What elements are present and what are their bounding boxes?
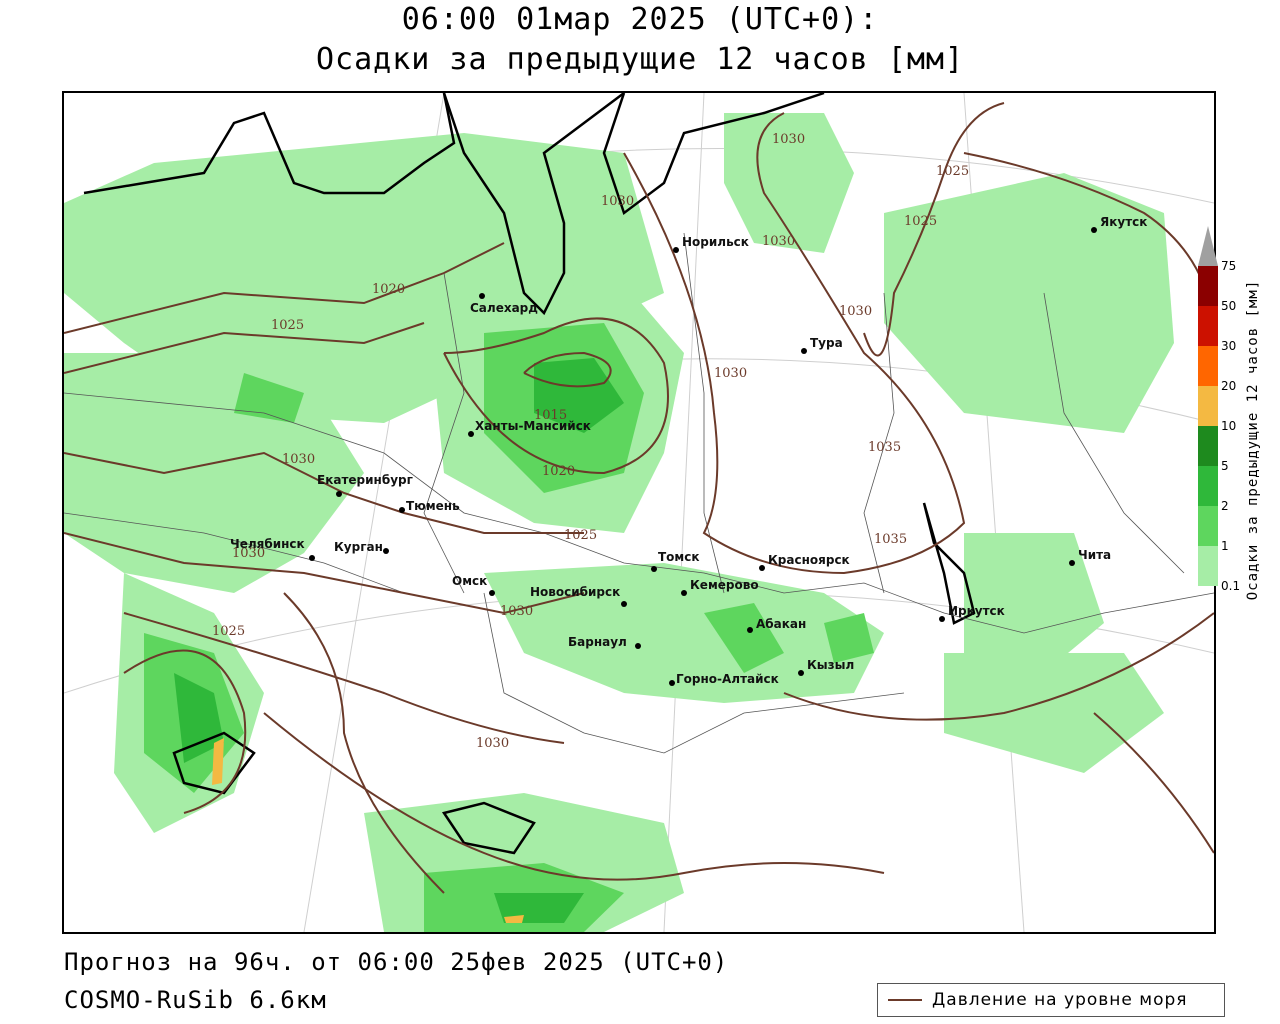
colorbar-tick-label: 0.1 [1221,579,1241,593]
isobar-value-label: 1025 [904,214,937,229]
city-dot [635,643,641,649]
city-dot [939,616,945,622]
city-dot [747,627,753,633]
isobar-value-label: 1030 [714,366,747,381]
city-label: Кызыл [807,658,854,672]
precipitation-heavy [174,358,624,923]
city-label: Якутск [1100,215,1147,229]
city-dot [651,566,657,572]
isobar-labels: 1030 1025 1025 1030 1030 1030 1020 1025 1030 1035… [212,132,969,751]
pressure-legend-swatch [888,999,922,1001]
precipitation-colorbar [1198,226,1218,586]
forecast-info: Прогноз на 96ч. от 06:00 25фев 2025 (UTC… [64,948,729,976]
city-dot [801,348,807,354]
isobar-value-label: 1020 [542,464,575,479]
city-dot [383,548,389,554]
colorbar-segment [1198,226,1218,266]
colorbar-tick-label: 2 [1221,499,1229,513]
city-dot [681,590,687,596]
city-markers: Норильск Якутск Салехард Тура Ханты-Мансийск… [230,215,1147,686]
colorbar-segment [1198,506,1218,546]
colorbar-segment [1198,386,1218,426]
precipitation-intense [212,738,524,923]
city-label: Горно-Алтайск [676,672,779,686]
region-borders [64,232,1214,754]
colorbar-tick-label: 75 [1221,259,1237,273]
city-label: Тюмень [406,499,460,513]
city-label: Норильск [682,235,749,249]
model-info: COSMO-RuSib 6.6км [64,986,327,1014]
colorbar-tick-label: 10 [1221,419,1237,433]
colorbar-segment [1198,306,1218,346]
city-label: Омск [452,574,487,588]
precipitation-map: 1030 1025 1025 1030 1030 1030 1020 1025 1030 1035… [62,91,1216,934]
isobar-value-label: 1025 [212,624,245,639]
city-label: Челябинск [230,537,305,551]
city-dot [759,565,765,571]
city-dot [468,431,474,437]
colorbar-segment [1198,426,1218,466]
city-dot [1091,227,1097,233]
colorbar-tick-label: 5 [1221,459,1229,473]
pressure-legend: Давление на уровне моря [877,983,1225,1017]
colorbar-segment [1198,546,1218,586]
city-label: Чита [1078,548,1111,562]
isobar-value-label: 1030 [839,304,872,319]
city-label: Барнаул [568,635,627,649]
isobar-value-label: 1030 [601,194,634,209]
city-dot [489,590,495,596]
isobar-value-label: 1015 [534,408,567,423]
city-label: Кемерово [690,578,759,592]
city-label: Курган [334,540,383,554]
precipitation-light [64,113,1174,932]
coastline [83,93,976,855]
colorbar-tick-label: 20 [1221,379,1237,393]
city-label: Екатеринбург [317,473,413,487]
isobar-value-label: 1025 [564,528,597,543]
isobar-value-label: 1035 [874,532,907,547]
city-label: Тура [810,336,843,350]
city-label: Новосибирск [530,585,620,599]
map-canvas: 1030 1025 1025 1030 1030 1030 1020 1025 1030 1035… [64,93,1214,932]
colorbar-tick-label: 30 [1221,339,1237,353]
colorbar-segment [1198,266,1218,306]
city-dot [1069,560,1075,566]
isobar-value-label: 1030 [500,604,533,619]
city-dot [309,555,315,561]
isobar-value-label: 1025 [271,318,304,333]
isobar-value-label: 1035 [868,440,901,455]
colorbar-tick-label: 50 [1221,299,1237,313]
city-dot [798,670,804,676]
isobar-value-label: 1030 [476,736,509,751]
isobar-value-label: 1030 [772,132,805,147]
pressure-legend-label: Давление на уровне моря [932,990,1188,1010]
city-dot [336,491,342,497]
isobar-value-label: 1025 [936,164,969,179]
colorbar-title: Осадки за предыдущие 12 часов [мм] [1245,279,1261,601]
colorbar-tick-label: 1 [1221,539,1229,553]
city-dot [669,680,675,686]
city-label: Красноярск [768,553,850,567]
map-subtitle: Осадки за предыдущие 12 часов [мм] [315,42,965,77]
city-label: Абакан [756,617,806,631]
isobar-value-label: 1030 [282,452,315,467]
city-label: Ханты-Мансийск [475,419,591,433]
isobar-value-label: 1030 [762,234,795,249]
city-dot [673,247,679,253]
map-title: 06:00 01мар 2025 (UTC+0): [401,2,879,37]
city-dot [621,601,627,607]
city-label: Салехард [470,301,538,315]
city-label: Томск [658,550,700,564]
city-dot [479,293,485,299]
colorbar-segment [1198,346,1218,386]
isobar-value-label: 1030 [232,546,265,561]
city-label: Иркутск [948,604,1005,618]
colorbar-segment [1198,466,1218,506]
isobar-value-label: 1020 [372,282,405,297]
city-dot [399,507,405,513]
isobars [64,102,1214,894]
